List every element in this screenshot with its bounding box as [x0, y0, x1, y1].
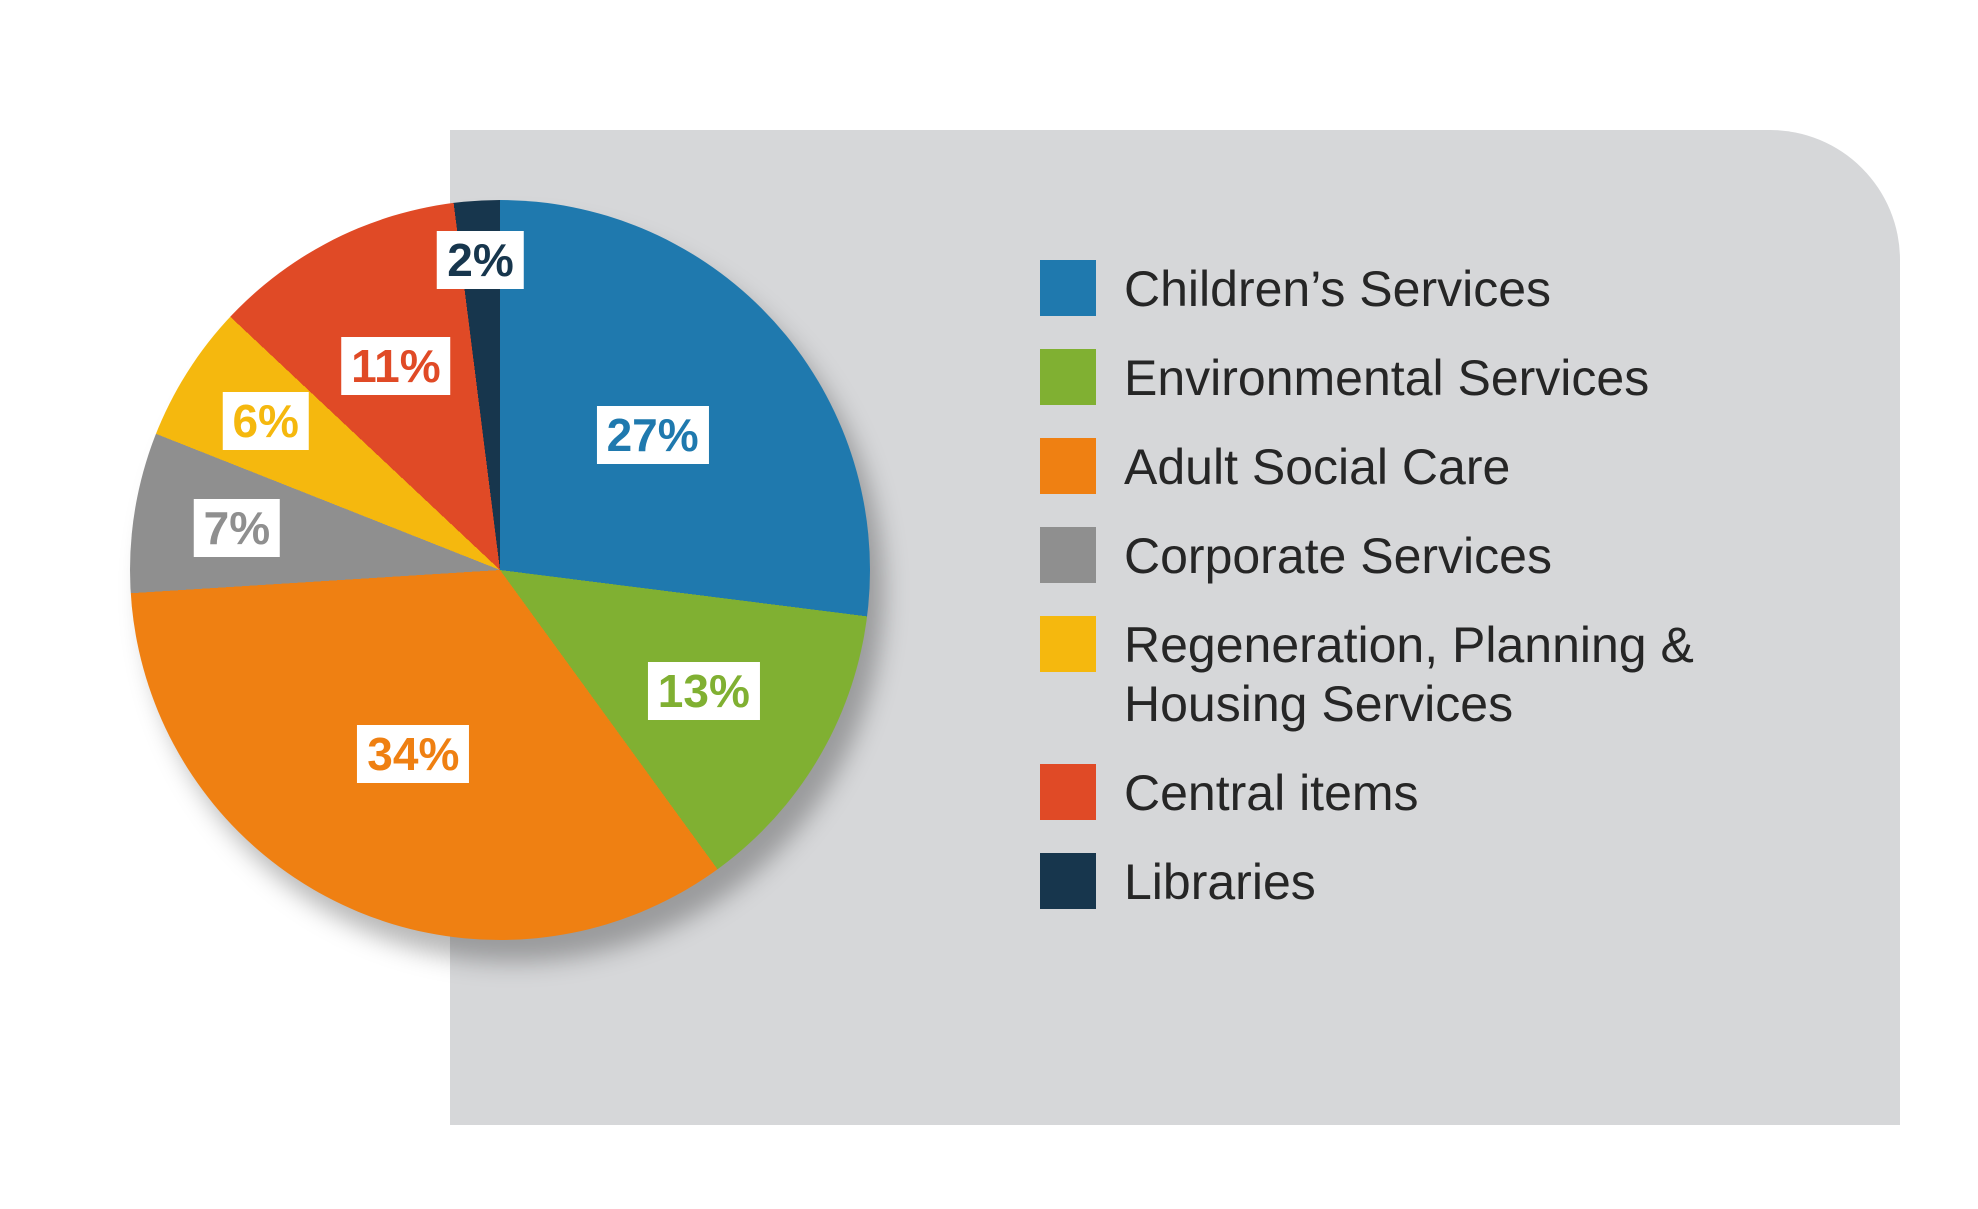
legend-item: Corporate Services [1040, 527, 1884, 586]
legend-swatch [1040, 349, 1096, 405]
legend: Children’s Services Environmental Service… [1040, 260, 1884, 912]
legend-item: Children’s Services [1040, 260, 1884, 319]
chart-stage: 27% 13% 34% 7% 6% 11% 2% Children’s Services En… [0, 0, 1978, 1209]
legend-item: Adult Social Care [1040, 438, 1884, 497]
pie-slice-label: 2% [437, 231, 523, 289]
pie-slice-label: 7% [194, 499, 280, 557]
legend-label: Libraries [1124, 853, 1316, 912]
legend-swatch [1040, 438, 1096, 494]
legend-item: Regeneration, Planning & Housing Service… [1040, 616, 1884, 734]
pie-slice-label: 27% [597, 406, 709, 464]
legend-label: Central items [1124, 764, 1419, 823]
pie-slice-label: 34% [357, 725, 469, 783]
legend-label: Environmental Services [1124, 349, 1649, 408]
legend-swatch [1040, 616, 1096, 672]
pie-slice-label: 13% [648, 662, 760, 720]
legend-item: Libraries [1040, 853, 1884, 912]
legend-item: Central items [1040, 764, 1884, 823]
legend-swatch [1040, 764, 1096, 820]
legend-label: Corporate Services [1124, 527, 1552, 586]
pie-slice-label: 11% [341, 337, 451, 395]
legend-swatch [1040, 260, 1096, 316]
legend-label: Children’s Services [1124, 260, 1551, 319]
legend-swatch [1040, 527, 1096, 583]
pie-disc [130, 200, 870, 940]
pie-chart: 27% 13% 34% 7% 6% 11% 2% [130, 200, 870, 940]
legend-item: Environmental Services [1040, 349, 1884, 408]
pie-slice-label: 6% [222, 392, 308, 450]
legend-label: Adult Social Care [1124, 438, 1510, 497]
legend-swatch [1040, 853, 1096, 909]
legend-label: Regeneration, Planning & Housing Service… [1124, 616, 1884, 734]
